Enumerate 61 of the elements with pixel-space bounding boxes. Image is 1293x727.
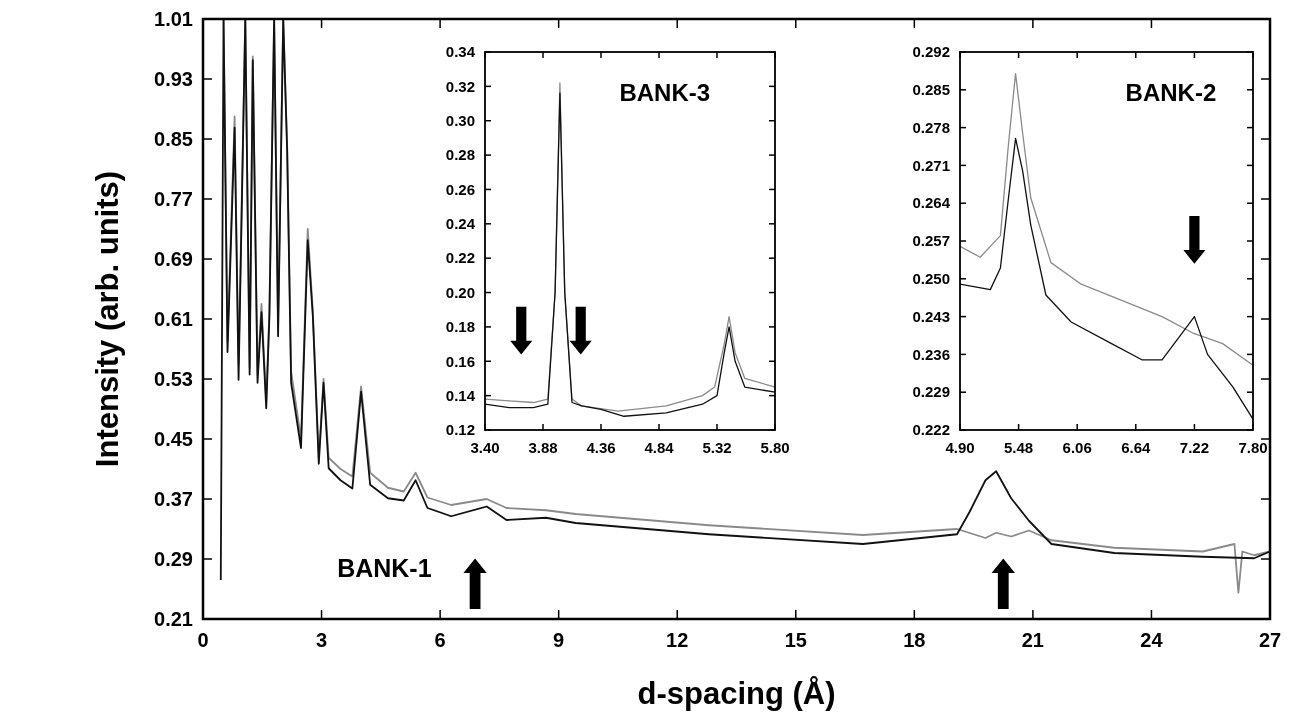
y-tick-label: 0.77 [154,188,193,210]
y-tick-label: 0.22 [445,249,475,267]
y-tick-label: 0.26 [445,180,475,198]
y-tick-label: 0.29 [154,548,193,570]
y-tick-label: 0.28 [445,146,475,164]
x-tick-label: 27 [1258,629,1282,651]
y-tick-label: 0.278 [912,118,950,136]
x-tick-label: 6 [434,629,446,651]
y-tick-label: 0.53 [154,368,193,390]
y-tick-label: 0.285 [912,81,950,99]
x-tick-label: 24 [1140,629,1164,651]
y-tick-label: 0.61 [154,308,193,330]
x-tick-label: 3.40 [470,439,500,456]
x-axis-title: d-spacing (Å) [637,676,836,711]
y-tick-label: 0.264 [912,194,951,212]
x-tick-label: 5.80 [760,439,790,456]
y-tick-label: 0.236 [912,345,950,363]
x-tick-label: 5.32 [702,439,732,456]
y-tick-label: 0.229 [912,383,950,401]
x-tick-label: 3.88 [528,439,558,456]
x-tick-label: 4.84 [644,439,675,456]
y-tick-label: 0.250 [912,270,950,288]
y-tick-label: 0.292 [912,43,950,61]
y-tick-label: 0.243 [912,307,950,325]
y-tick-label: 0.257 [912,232,950,250]
x-tick-label: 4.36 [586,439,616,456]
y-axis-title: Intensity (arb. units) [90,170,125,468]
y-tick-label: 0.20 [445,283,475,301]
y-tick-label: 0.14 [445,386,476,404]
y-tick-label: 0.93 [154,68,193,90]
y-tick-label: 0.69 [154,248,193,270]
x-tick-label: 7.22 [1179,439,1209,456]
x-tick-label: 7.80 [1238,439,1268,456]
y-tick-label: 0.37 [154,488,193,510]
x-tick-label: 21 [1021,629,1045,651]
annotation: BANK-1 [337,554,432,582]
y-tick-label: 0.32 [445,77,475,95]
x-tick-label: 6.06 [1062,439,1092,456]
y-tick-label: 0.30 [445,111,475,129]
x-tick-label: 15 [784,629,807,651]
x-tick-label: 5.48 [1004,439,1034,456]
annotation: BANK-2 [1125,79,1217,107]
x-tick-label: 9 [553,629,565,651]
y-tick-label: 0.45 [154,428,193,450]
x-tick-label: 0 [197,629,209,651]
y-tick-label: 0.21 [154,608,193,630]
y-tick-label: 0.34 [445,43,476,61]
x-tick-label: 3 [315,629,328,651]
annotation: BANK-3 [619,79,711,107]
y-tick-label: 0.271 [912,156,950,174]
y-tick-label: 0.18 [445,318,475,336]
y-tick-label: 0.24 [445,215,476,233]
y-tick-label: 0.222 [912,421,950,439]
y-tick-label: 1.01 [154,8,193,30]
x-tick-label: 4.90 [945,439,975,456]
x-tick-label: 12 [666,629,689,651]
x-tick-label: 18 [903,629,926,651]
y-tick-label: 0.12 [445,421,475,439]
y-tick-label: 0.85 [154,128,193,150]
x-tick-label: 6.64 [1121,439,1152,456]
y-tick-label: 0.16 [445,352,475,370]
